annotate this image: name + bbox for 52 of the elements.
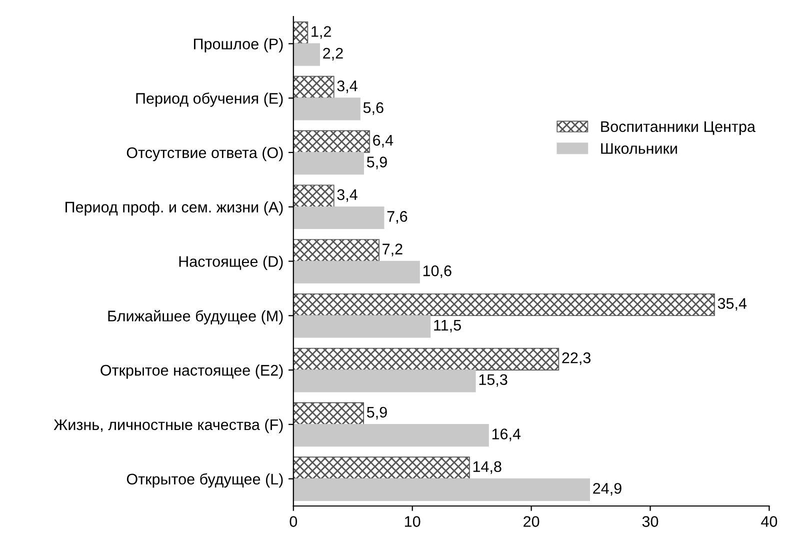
data-label: 7,2: [382, 244, 402, 256]
y-tick-label: Открытое настоящее (E2): [100, 364, 283, 379]
bar: [293, 130, 370, 153]
data-label: 5,6: [363, 102, 384, 115]
y-tick-label: Отсутствие ответа (O): [126, 146, 283, 162]
bar: [293, 293, 715, 316]
x-tick-label: 10: [405, 516, 420, 527]
data-label: 16,4: [492, 428, 521, 442]
y-tick-label: Прошлое (P): [194, 38, 283, 52]
data-label: 14,8: [473, 461, 502, 474]
y-tick-label: Настоящее (D): [179, 256, 283, 270]
data-label: 2,2: [323, 48, 343, 60]
y-tick-label: Период проф. и сем. жизни (A): [66, 201, 283, 216]
data-label: 3,4: [337, 80, 358, 94]
data-label: 10,6: [423, 265, 452, 278]
bar: [293, 184, 334, 208]
bar: [293, 402, 364, 425]
bar: [293, 456, 470, 480]
data-label: 1,2: [312, 26, 331, 39]
data-label: 6,4: [373, 134, 394, 148]
bar: [293, 260, 420, 284]
data-label: 5,9: [366, 406, 387, 420]
data-label: 15,3: [479, 374, 508, 387]
bar: [293, 98, 360, 120]
data-label: 11,5: [434, 320, 461, 332]
bar: [293, 43, 320, 66]
bar: [293, 315, 431, 338]
bar: [293, 76, 334, 99]
bar: [293, 239, 380, 262]
bar: [293, 424, 489, 447]
y-tick-label: Период обучения (E): [136, 92, 283, 107]
bar: [293, 22, 308, 44]
bar: [293, 348, 560, 370]
data-label: 22,3: [562, 352, 591, 366]
legend-label: Воспитанники Центра: [601, 121, 756, 136]
bar: [293, 478, 590, 501]
bar: [293, 206, 384, 230]
x-tick-label: 30: [642, 516, 658, 527]
x-tick-label: 20: [524, 516, 540, 527]
bar: [293, 370, 476, 392]
bar: [293, 152, 364, 175]
y-tick-label: Открытое будущее (L): [126, 473, 283, 488]
legend-label: Школьники: [601, 143, 677, 154]
data-label: 3,4: [337, 189, 358, 202]
x-tick-label: 0: [290, 516, 298, 527]
data-label: 24,9: [593, 482, 622, 496]
x-tick-label: 40: [761, 516, 778, 527]
data-label: 5,9: [366, 156, 387, 170]
data-label: 35,4: [718, 298, 747, 311]
data-label: 7,6: [387, 211, 408, 224]
y-tick-label: Жизнь, личностные качества (F): [54, 418, 283, 434]
y-tick-label: Ближайшее будущее (M): [108, 310, 283, 324]
